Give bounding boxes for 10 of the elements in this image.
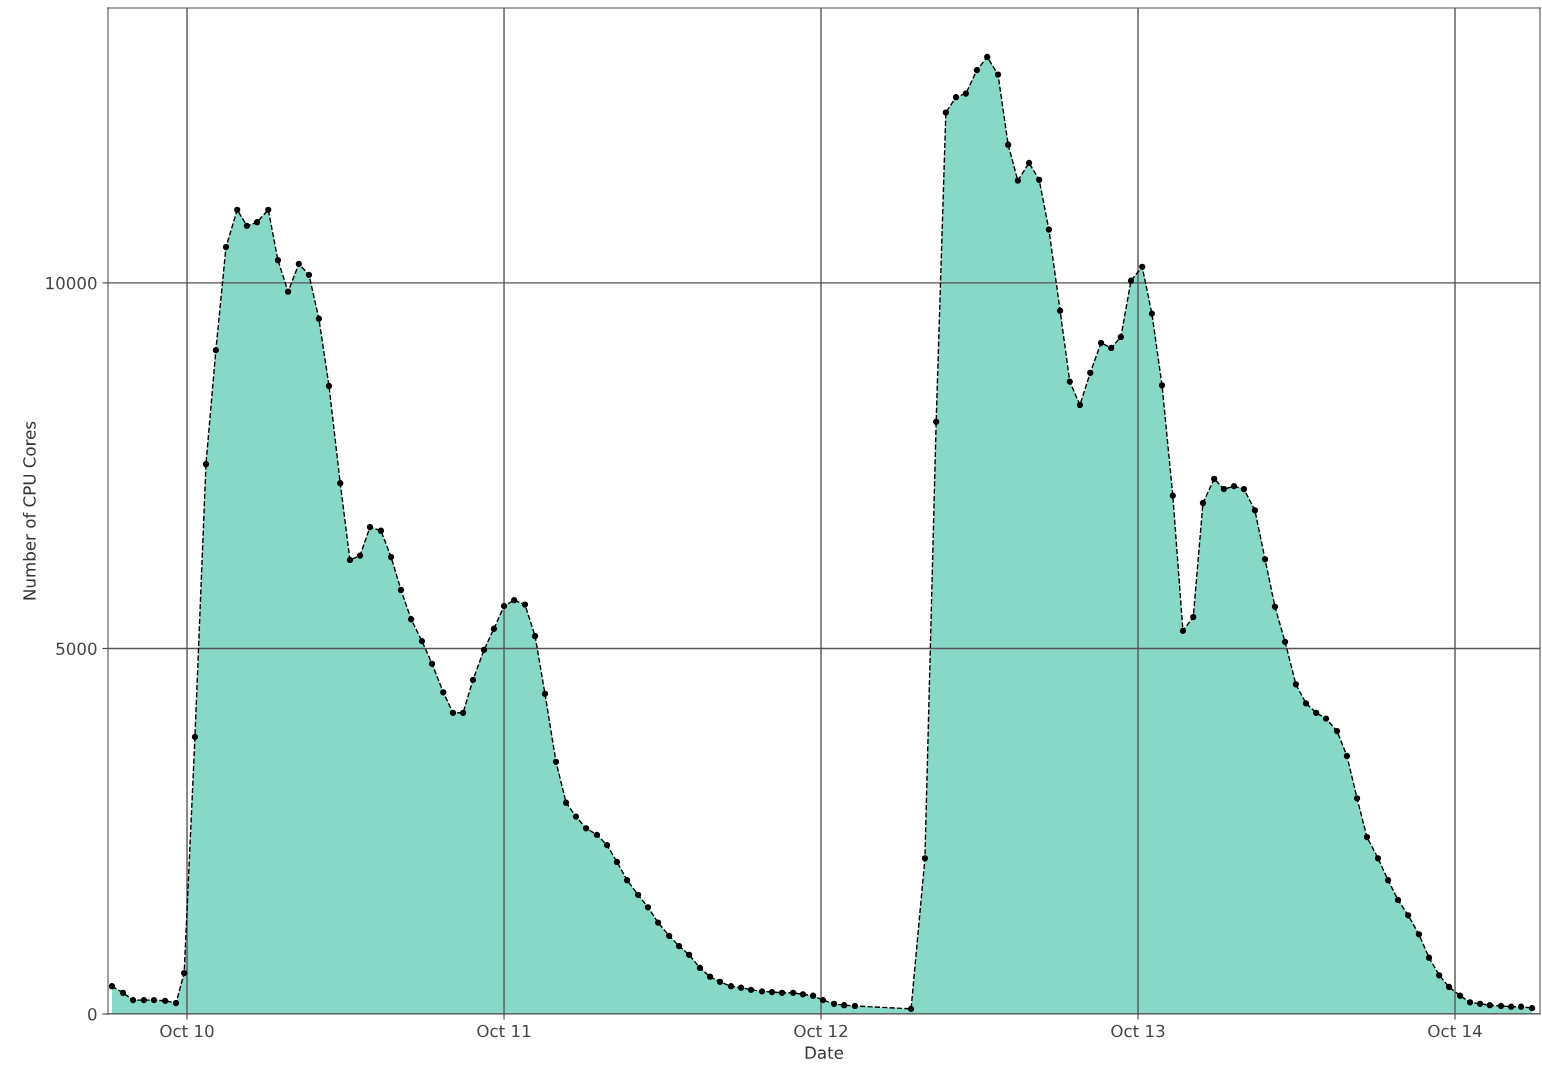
y-tick-label: 0 (88, 1007, 97, 1021)
y-tick-label: 5000 (56, 642, 97, 656)
x-tick-label: Oct 14 (1428, 1024, 1482, 1038)
x-axis-title: Date (805, 1046, 844, 1059)
x-tick-label: Oct 12 (794, 1024, 848, 1038)
x-tick-label: Oct 13 (1111, 1024, 1165, 1038)
y-tick-label: 10000 (46, 276, 97, 290)
y-axis-title: Number of CPU Cores (22, 421, 36, 600)
x-tick-label: Oct 10 (160, 1024, 214, 1038)
x-tick-label: Oct 11 (477, 1024, 531, 1038)
